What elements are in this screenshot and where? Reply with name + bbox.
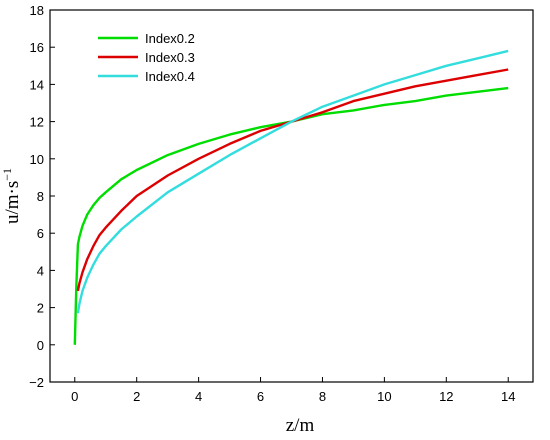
legend-label: Index0.4 xyxy=(145,69,195,84)
x-tick-label: 10 xyxy=(377,389,391,404)
y-tick-label: 14 xyxy=(30,77,44,92)
y-tick-label: −2 xyxy=(29,375,44,390)
x-tick-label: 8 xyxy=(319,389,326,404)
y-tick-label: 2 xyxy=(37,301,44,316)
plot-frame xyxy=(49,9,534,383)
x-tick-label: 6 xyxy=(257,389,264,404)
x-axis-title: z/m xyxy=(286,415,315,436)
series-line-1 xyxy=(76,68,509,292)
x-tick-label: 4 xyxy=(195,389,202,404)
y-tick-label: 6 xyxy=(37,226,44,241)
series-line-0 xyxy=(73,86,509,345)
legend-label: Index0.3 xyxy=(145,50,195,65)
x-tick-label: 2 xyxy=(133,389,140,404)
y-axis-title-sup: −1 xyxy=(0,168,14,181)
legend-label: Index0.2 xyxy=(145,31,195,46)
x-tick-label: 14 xyxy=(501,389,515,404)
x-tick-label: 0 xyxy=(71,389,78,404)
y-axis-title: u/m·s−1 xyxy=(0,168,23,224)
series-line-2 xyxy=(76,49,509,314)
axis-ticks: 0 2 4 6 8 10 12 14 −2 0 2 4 6 8 10 12 14 16 18 xyxy=(29,3,515,404)
y-tick-label: 10 xyxy=(30,152,44,167)
x-tick-label: 12 xyxy=(439,389,453,404)
legend: Index0.2 Index0.3 Index0.4 xyxy=(98,31,195,84)
y-tick-label: 8 xyxy=(37,189,44,204)
y-tick-label: 16 xyxy=(30,40,44,55)
y-tick-label: 0 xyxy=(37,338,44,353)
y-tick-label: 18 xyxy=(30,3,44,18)
y-tick-label: 4 xyxy=(37,263,44,278)
y-tick-label: 12 xyxy=(30,115,44,130)
data-curves xyxy=(73,49,509,345)
y-axis-title-base: u/m·s xyxy=(2,181,23,224)
